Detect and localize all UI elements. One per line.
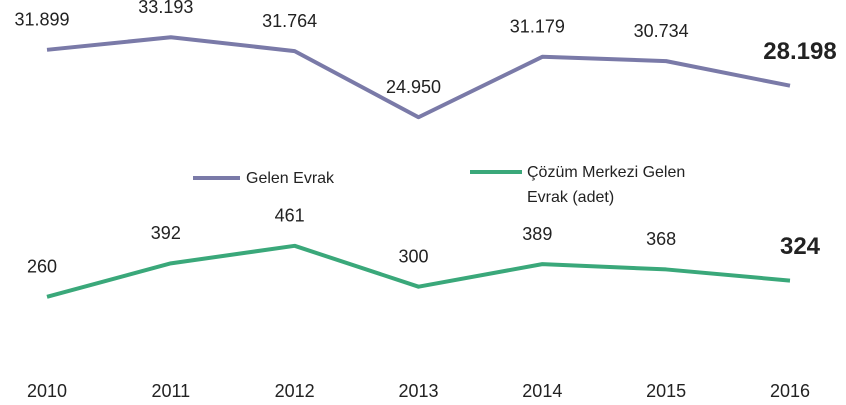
value-label: 300 [398,246,428,266]
value-label: 389 [522,224,552,244]
value-label: 31.179 [510,17,565,37]
x-tick-label: 2014 [522,381,562,401]
value-label: 368 [646,229,676,249]
value-label: 31.899 [14,10,69,30]
value-label: 30.734 [634,21,689,41]
line [46,243,791,299]
value-label: 24.950 [386,77,441,97]
x-tick-label: 2016 [770,381,810,401]
legend-label: Çözüm Merkezi Gelen Evrak (adet) [527,164,686,206]
legend-label: Gelen Evrak [246,170,335,187]
value-label: 461 [275,206,305,226]
value-label: 33.193 [138,0,193,17]
x-tick-label: 2011 [151,381,190,401]
value-label: 260 [27,257,57,277]
line [46,35,791,120]
value-label: 324 [780,233,821,260]
value-label: 31.764 [262,11,317,31]
x-tick-label: 2015 [646,381,686,401]
x-tick-label: 2010 [27,381,67,401]
x-tick-label: 2013 [398,381,438,401]
value-label: 28.198 [763,38,836,65]
x-tick-label: 2012 [275,381,315,401]
value-label: 392 [151,223,181,243]
